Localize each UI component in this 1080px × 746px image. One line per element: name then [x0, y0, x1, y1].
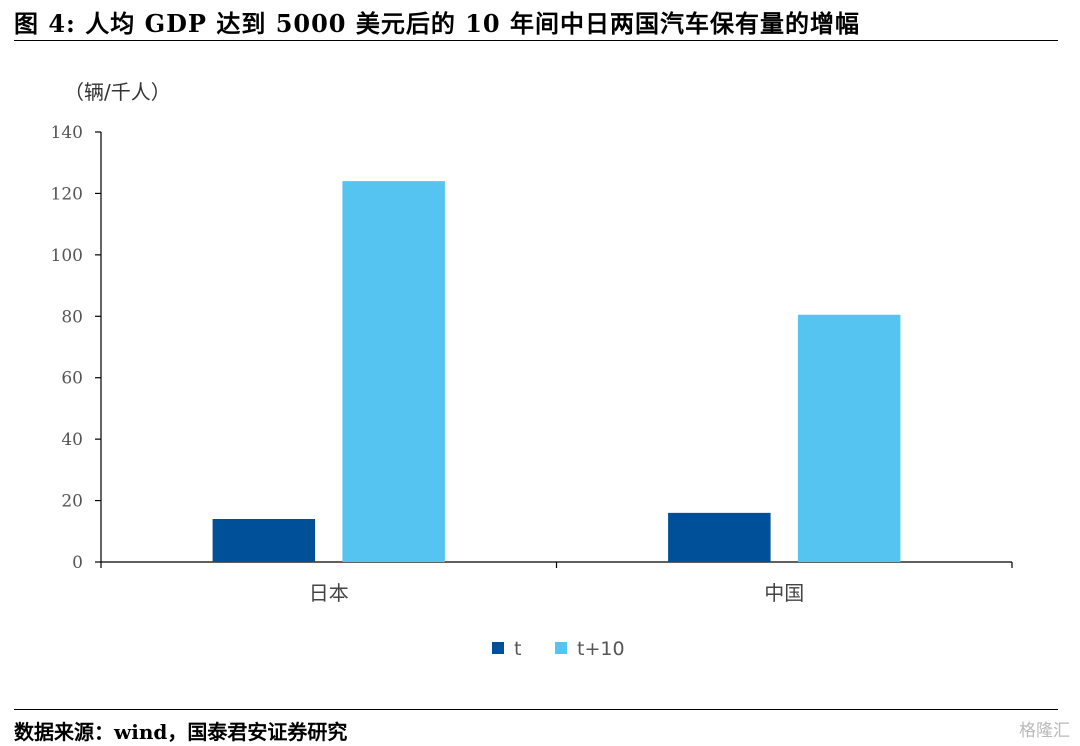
- y-tick-label: 80: [61, 307, 83, 327]
- y-tick-label: 60: [61, 369, 83, 389]
- y-tick-label: 40: [61, 430, 83, 450]
- bar-t-10-0: [342, 181, 445, 562]
- bar-chart: （辆/千人） 0 20 40 60 80 100 120 140 日本 中国 t t+10: [51, 80, 1013, 660]
- source-divider: [14, 709, 1058, 710]
- bar-t-1: [668, 512, 771, 562]
- legend-label: t: [514, 638, 521, 660]
- figure-title: 图 4: 人均 GDP 达到 5000 美元后的 10 年间中日两国汽车保有量的…: [14, 9, 860, 38]
- y-tick-label: 140: [51, 123, 83, 143]
- source-note: 数据来源：wind，国泰君安证券研究: [14, 720, 348, 744]
- legend-swatch: [555, 642, 567, 654]
- legend: t t+10: [492, 638, 625, 660]
- bar-t-10-1: [797, 314, 901, 562]
- y-tick-label: 120: [51, 184, 83, 204]
- title-divider: [14, 40, 1058, 41]
- y-tick-label: 100: [51, 246, 83, 266]
- bars: [212, 181, 901, 562]
- legend-label: t+10: [577, 638, 625, 660]
- watermark-logo: 格隆汇: [1019, 721, 1070, 741]
- y-tick-label: 20: [61, 492, 83, 512]
- y-axis: 0 20 40 60 80 100 120 140: [51, 123, 102, 573]
- x-category-label: 中国: [764, 581, 804, 605]
- bar-t-0: [212, 519, 316, 562]
- legend-swatch: [492, 642, 504, 654]
- x-axis: 日本 中国: [100, 561, 1013, 605]
- y-tick-label: 0: [72, 553, 83, 573]
- y-axis-unit-label: （辆/千人）: [64, 80, 171, 104]
- x-category-label: 日本: [309, 581, 349, 605]
